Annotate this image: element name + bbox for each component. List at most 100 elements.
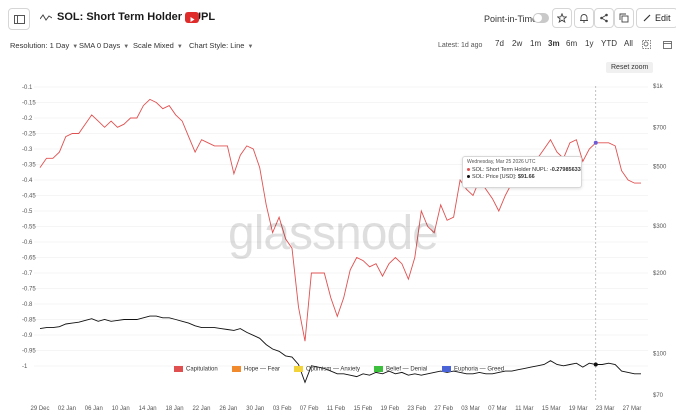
chevron-down-icon: ▼ (247, 44, 254, 50)
legend-item-hope-fear[interactable]: Hope — Fear (232, 366, 280, 373)
y-tick-label: -0.6 (22, 240, 33, 246)
tooltip-price-row: SOL: Price [USD]: $91.66 (467, 174, 577, 180)
y-right-tick-label: $200 (653, 271, 667, 277)
copy-button[interactable] (614, 8, 634, 28)
legend-label: Euphoria — Greed (454, 366, 505, 373)
share-button[interactable] (594, 8, 614, 28)
y-tick-label: -0.9 (22, 333, 33, 339)
legend-item-optimism-anxiety[interactable]: Optimism — Anxiety (294, 366, 360, 373)
range-all[interactable]: All (624, 39, 633, 48)
legend-swatch (442, 366, 451, 372)
y-tick-label: -0.1 (22, 85, 33, 91)
x-tick-label: 29 Dec (30, 406, 49, 412)
range-3m[interactable]: 3m (548, 39, 560, 48)
sidebar-toggle-button[interactable] (8, 8, 30, 30)
y-axis-left: -0.1 -0.15 -0.2 -0.25 -0.3 -0.35 -0.4 -0.45 -0.5… (22, 85, 36, 370)
x-tick-label: 15 Feb (354, 406, 373, 412)
legend-label: Hope — Fear (244, 366, 281, 373)
point-in-time-label: Point-in-Time (484, 14, 538, 24)
tooltip-price-value: $91.66 (517, 174, 535, 180)
legend-swatch (294, 366, 303, 372)
series-line-nupl (39, 98, 641, 342)
nupl-chart[interactable]: -0.1 -0.15 -0.2 -0.25 -0.3 -0.35 -0.4 -0.45 -0.5… (0, 56, 676, 415)
price-hover-dot (593, 362, 598, 367)
zoom-search-icon[interactable] (642, 40, 651, 49)
reset-zoom-button[interactable]: Reset zoom (606, 62, 654, 73)
x-tick-label: 22 Jan (192, 406, 210, 412)
x-tick-label: 18 Jan (166, 406, 184, 412)
y-tick-label: -0.75 (22, 287, 36, 293)
nupl-hover-dot (593, 140, 598, 145)
edit-label: Edit (655, 13, 671, 23)
top-toolbar: SOL: Short Term Holder NUPL Point-in-Tim… (0, 0, 676, 36)
youtube-icon[interactable] (185, 12, 199, 23)
tooltip-price-label: SOL: Price [USD]: (472, 174, 517, 180)
legend-item-euphoria-greed[interactable]: Euphoria — Greed (442, 366, 504, 373)
chart-tooltip: Wednesday, Mar 25 2026 UTC SOL: Short Te… (462, 156, 582, 188)
x-tick-label: 26 Jan (219, 406, 237, 412)
y-tick-label: -0.85 (22, 318, 36, 324)
sma-label: SMA 0 Days (79, 41, 121, 50)
favorite-button[interactable] (552, 8, 572, 28)
y-tick-label: -0.2 (22, 116, 33, 122)
x-tick-label: 07 Feb (300, 406, 319, 412)
x-tick-label: 23 Feb (407, 406, 426, 412)
chevron-down-icon: ▼ (123, 44, 130, 50)
y-tick-label: -0.25 (22, 132, 36, 138)
x-tick-label: 10 Jan (112, 406, 130, 412)
sidebar-icon (13, 14, 25, 24)
x-tick-label: 03 Feb (273, 406, 292, 412)
legend-label: Optimism — Anxiety (306, 366, 361, 373)
legend-swatch (232, 366, 241, 372)
resolution-label: Resolution: 1 Day (10, 41, 70, 50)
range-ytd[interactable]: YTD (601, 39, 617, 48)
range-2w[interactable]: 2w (512, 39, 523, 48)
scale-label: Scale Mixed (133, 41, 174, 50)
range-7d[interactable]: 7d (495, 39, 504, 48)
calendar-icon[interactable] (663, 40, 672, 49)
x-tick-label: 11 Feb (327, 406, 346, 412)
share-icon (600, 13, 608, 23)
y-tick-label: -0.5 (22, 209, 33, 215)
edit-button[interactable]: Edit (636, 8, 676, 28)
y-right-tick-label: $300 (653, 224, 667, 230)
x-axis: 29 Dec 02 Jan 06 Jan 10 Jan 14 Jan 18 Jan 22 J… (30, 406, 641, 412)
resolution-select[interactable]: Resolution: 1 Day ▼ (10, 41, 78, 50)
chart-style-label: Chart Style: Line (189, 41, 245, 50)
y-right-tick-label: $500 (653, 165, 667, 171)
alert-button[interactable] (574, 8, 594, 28)
tooltip-nupl-row: SOL: Short Term Holder NUPL: -0.27985633 (467, 167, 581, 173)
series-line-price (39, 315, 641, 384)
x-tick-label: 06 Jan (85, 406, 103, 412)
price-dot-icon (467, 175, 470, 179)
chart-style-select[interactable]: Chart Style: Line ▼ (189, 41, 253, 50)
y-tick-label: -1 (22, 364, 28, 370)
y-tick-label: -0.3 (22, 147, 33, 153)
legend-item-belief-denial[interactable]: Belief — Denial (374, 366, 427, 373)
y-right-tick-label: $1k (653, 84, 664, 90)
chart-legend: Capitulation Hope — Fear Optimism — Anxi… (174, 366, 554, 378)
sma-select[interactable]: SMA 0 Days ▼ (79, 41, 129, 50)
point-in-time-toggle[interactable] (533, 13, 549, 23)
scale-select[interactable]: Scale Mixed ▼ (133, 41, 183, 50)
star-icon (557, 13, 567, 23)
x-tick-label: 19 Feb (380, 406, 399, 412)
y-tick-label: -0.65 (22, 256, 36, 262)
pencil-icon (643, 14, 651, 22)
legend-label: Capitulation (186, 366, 218, 373)
legend-item-capitulation[interactable]: Capitulation (174, 366, 218, 373)
legend-swatch (374, 366, 383, 372)
range-1y[interactable]: 1y (585, 39, 594, 48)
y-right-tick-label: $70 (653, 393, 664, 399)
legend-label: Belief — Denial (386, 366, 428, 373)
latest-label: Latest: 1d ago (438, 42, 483, 49)
chart-controls: Resolution: 1 Day ▼ SMA 0 Days ▼ Scale Mix… (0, 36, 676, 56)
y-axis-right: $1k $700 $500 $300 $200 $100 $70 (653, 84, 667, 399)
chart-area[interactable]: -0.1 -0.15 -0.2 -0.25 -0.3 -0.35 -0.4 -0.45 -0.5… (0, 56, 676, 415)
nupl-dot-icon (467, 167, 470, 171)
range-1m[interactable]: 1m (530, 39, 542, 48)
x-tick-label: 27 Mar (623, 406, 642, 412)
x-tick-label: 27 Feb (434, 406, 453, 412)
y-tick-label: -0.45 (22, 194, 36, 200)
range-6m[interactable]: 6m (566, 39, 578, 48)
